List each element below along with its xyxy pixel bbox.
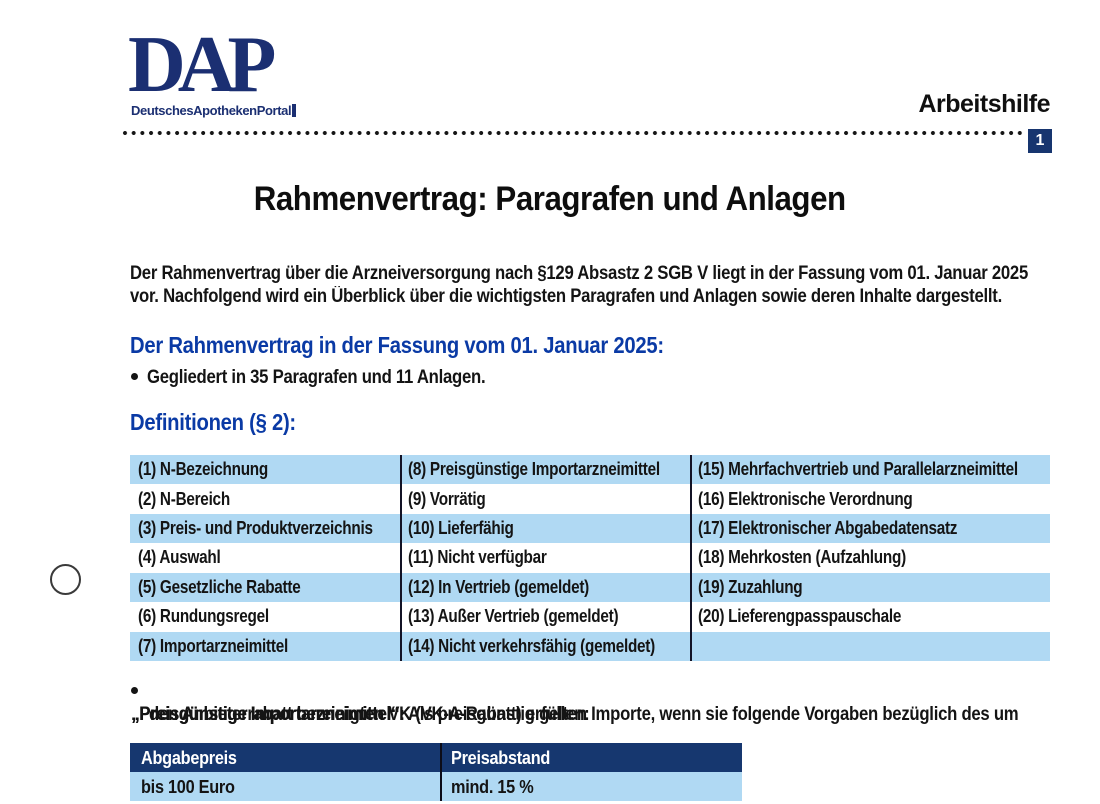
definition-row: (4) Auswahl (11) Nicht verfügbar (18) Me… <box>130 543 1050 572</box>
definition-row: (7) Importarzneimittel (14) Nicht verkeh… <box>130 631 1050 661</box>
price-table-header-row: Abgabepreis Preisabstand <box>130 743 742 772</box>
definition-row: (3) Preis- und Produktverzeichnis (10) L… <box>130 513 1050 544</box>
definition-cell: (13) Außer Vertrieb (gemeldet) <box>408 606 619 627</box>
bullet-dot-icon <box>131 687 138 694</box>
page-title-text: Rahmenvertrag: Paragrafen und Anlagen <box>254 180 846 218</box>
column-divider <box>440 743 442 801</box>
logo-subtitle-row: DeutschesApothekenPortal <box>131 103 297 118</box>
definitions-table: (1) N-Bezeichnung (8) Preisgünstige Impo… <box>130 455 1050 661</box>
bold-term: „Preisgünstige Importarzneimittel“: <box>131 703 405 725</box>
definition-cell: (10) Lieferfähig <box>408 518 514 539</box>
text-line: vor. Nachfolgend wird ein Überblick über… <box>130 286 1002 307</box>
doc-type-label: Arbeitshilfe <box>918 90 1050 118</box>
text-line: den Anbieterrabatt bereinigten VK (VK-A-… <box>149 703 590 725</box>
column-divider <box>400 455 402 661</box>
intro-paragraph: Der Rahmenvertrag über die Arzneiversorg… <box>130 262 1100 308</box>
definition-cell: (8) Preisgünstige Importarzneimittel <box>408 459 660 480</box>
text-line: „Preisgünstige Importarzneimittel“: Als … <box>131 681 1100 725</box>
definition-cell <box>690 632 1050 661</box>
logo-acronym: DAP <box>128 21 276 109</box>
price-table-cell: bis 100 Euro <box>141 775 235 797</box>
term-definition: Als preisgünstig gelten Importe, wenn si… <box>404 703 1019 725</box>
bullet-importarzneimittel: „Preisgünstige Importarzneimittel“: Als … <box>131 681 1100 726</box>
definition-cell: (12) In Vertrieb (gemeldet) <box>408 576 590 597</box>
definition-cell: (5) Gesetzliche Rabatte <box>138 576 301 597</box>
text-line: Der Rahmenvertrag über die Arzneiversorg… <box>130 263 1028 284</box>
bullet-dot-icon <box>131 373 138 380</box>
definition-cell: (16) Elektronische Verordnung <box>698 488 913 509</box>
definition-cell: (3) Preis- und Produktverzeichnis <box>138 518 373 539</box>
page-title: Rahmenvertrag: Paragrafen und Anlagen <box>0 180 1100 219</box>
price-table-cell: mind. 15 % <box>451 775 534 797</box>
column-divider <box>690 455 692 661</box>
punch-hole-circle <box>50 564 81 595</box>
definition-cell: (7) Importarzneimittel <box>138 635 288 656</box>
definition-cell: (14) Nicht verkehrsfähig (gemeldet) <box>408 635 656 656</box>
definition-cell: (18) Mehrkosten (Aufzahlung) <box>698 547 906 568</box>
definition-row: (5) Gesetzliche Rabatte (12) In Vertrieb… <box>130 572 1050 603</box>
price-table-header-cell: Abgabepreis <box>141 746 237 768</box>
bullet-gegliedert: Gegliedert in 35 Paragrafen und 11 Anlag… <box>131 367 531 390</box>
definition-cell: (1) N-Bezeichnung <box>138 459 268 480</box>
definition-cell: (6) Rundungsregel <box>138 606 269 627</box>
section-heading-fassung: Der Rahmenvertrag in der Fassung vom 01.… <box>130 332 664 358</box>
definition-cell: (19) Zuzahlung <box>698 576 803 597</box>
definition-row: (2) N-Bereich (9) Vorrätig (16) Elektron… <box>130 484 1050 513</box>
logo-subtitle: DeutschesApothekenPortal <box>131 103 292 118</box>
definition-row: (1) N-Bezeichnung (8) Preisgünstige Impo… <box>130 455 1050 485</box>
section-heading-definitionen: Definitionen (§ 2): <box>130 409 296 435</box>
definition-cell: (15) Mehrfachvertrieb und Parallelarznei… <box>698 459 1018 480</box>
logo-cursor-bar-icon <box>292 104 297 117</box>
definition-row: (6) Rundungsregel (13) Außer Vertrieb (g… <box>130 602 1050 631</box>
definition-cell: (17) Elektronischer Abgabedatensatz <box>698 518 958 539</box>
definition-cell: (9) Vorrätig <box>408 488 486 509</box>
definition-cell: (2) N-Bereich <box>138 488 230 509</box>
dap-logo: DAP DeutschesApothekenPortal <box>128 21 297 118</box>
price-distance-table: Abgabepreis Preisabstand bis 100 Euro mi… <box>130 743 742 801</box>
definition-cell: (4) Auswahl <box>138 547 221 568</box>
price-table-header-cell: Preisabstand <box>451 746 551 768</box>
dotted-divider <box>122 130 1023 136</box>
page-number-badge: 1 <box>1028 129 1052 153</box>
definition-cell: (20) Lieferengpasspauschale <box>698 606 902 627</box>
price-table-row: bis 100 Euro mind. 15 % <box>130 772 742 801</box>
definition-cell: (11) Nicht verfügbar <box>408 547 547 568</box>
